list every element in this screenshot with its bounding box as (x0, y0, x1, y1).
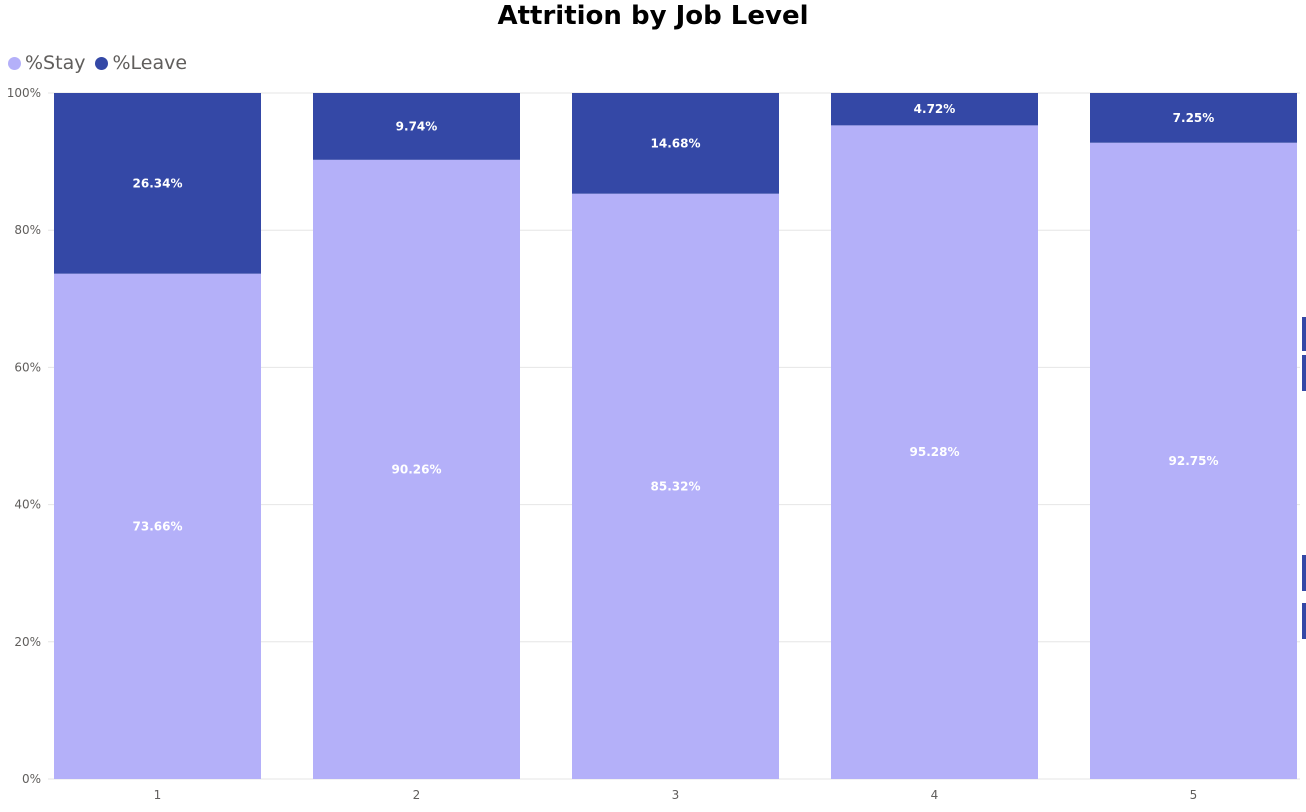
legend-label-leave: %Leave (112, 52, 188, 74)
y-tick-label-80: 80% (14, 223, 41, 237)
adjacent-visual-edge (1302, 93, 1306, 779)
bar-leave-4[interactable] (831, 93, 1038, 126)
x-tick-label-1: 1 (154, 788, 162, 802)
y-tick-label-0: 0% (22, 772, 41, 786)
bar-leave-1[interactable] (54, 93, 261, 274)
x-tick-label-4: 4 (931, 788, 939, 802)
x-tick-label-2: 2 (413, 788, 421, 802)
legend-marker-stay (8, 56, 21, 70)
bar-leave-2[interactable] (313, 93, 520, 160)
bar-leave-3[interactable] (572, 93, 779, 194)
data-label-leave-1: 26.34% (133, 176, 183, 190)
y-tick-label-100: 100% (7, 86, 41, 100)
legend-item-leave[interactable]: %Leave (95, 52, 187, 74)
legend-item-stay[interactable]: %Stay (8, 52, 85, 74)
bar-stay-3[interactable] (572, 193, 779, 779)
legend: %Stay %Leave (8, 50, 197, 76)
chart-title: Attrition by Job Level (497, 1, 809, 31)
data-label-stay-3: 85.32% (651, 479, 701, 493)
bar-stay-5[interactable] (1090, 142, 1297, 780)
y-tick-label-60: 60% (14, 360, 41, 374)
data-label-leave-2: 9.74% (396, 119, 438, 133)
bar-stay-2[interactable] (313, 159, 520, 779)
data-label-stay-4: 95.28% (910, 445, 960, 459)
x-tick-label-5: 5 (1190, 788, 1198, 802)
y-tick-label-40: 40% (14, 498, 41, 512)
legend-label-stay: %Stay (25, 52, 86, 74)
data-label-stay-2: 90.26% (392, 462, 442, 476)
data-label-stay-1: 73.66% (133, 519, 183, 533)
x-tick-label-3: 3 (672, 788, 680, 802)
data-label-leave-3: 14.68% (651, 136, 701, 150)
legend-marker-leave (95, 56, 109, 70)
y-tick-label-20: 20% (14, 635, 41, 649)
bar-leave-5[interactable] (1090, 93, 1297, 143)
data-label-leave-4: 4.72% (914, 102, 956, 116)
data-label-leave-5: 7.25% (1173, 111, 1215, 125)
bar-stay-4[interactable] (831, 125, 1038, 779)
bar-stay-1[interactable] (54, 273, 261, 779)
data-label-stay-5: 92.75% (1169, 454, 1219, 468)
